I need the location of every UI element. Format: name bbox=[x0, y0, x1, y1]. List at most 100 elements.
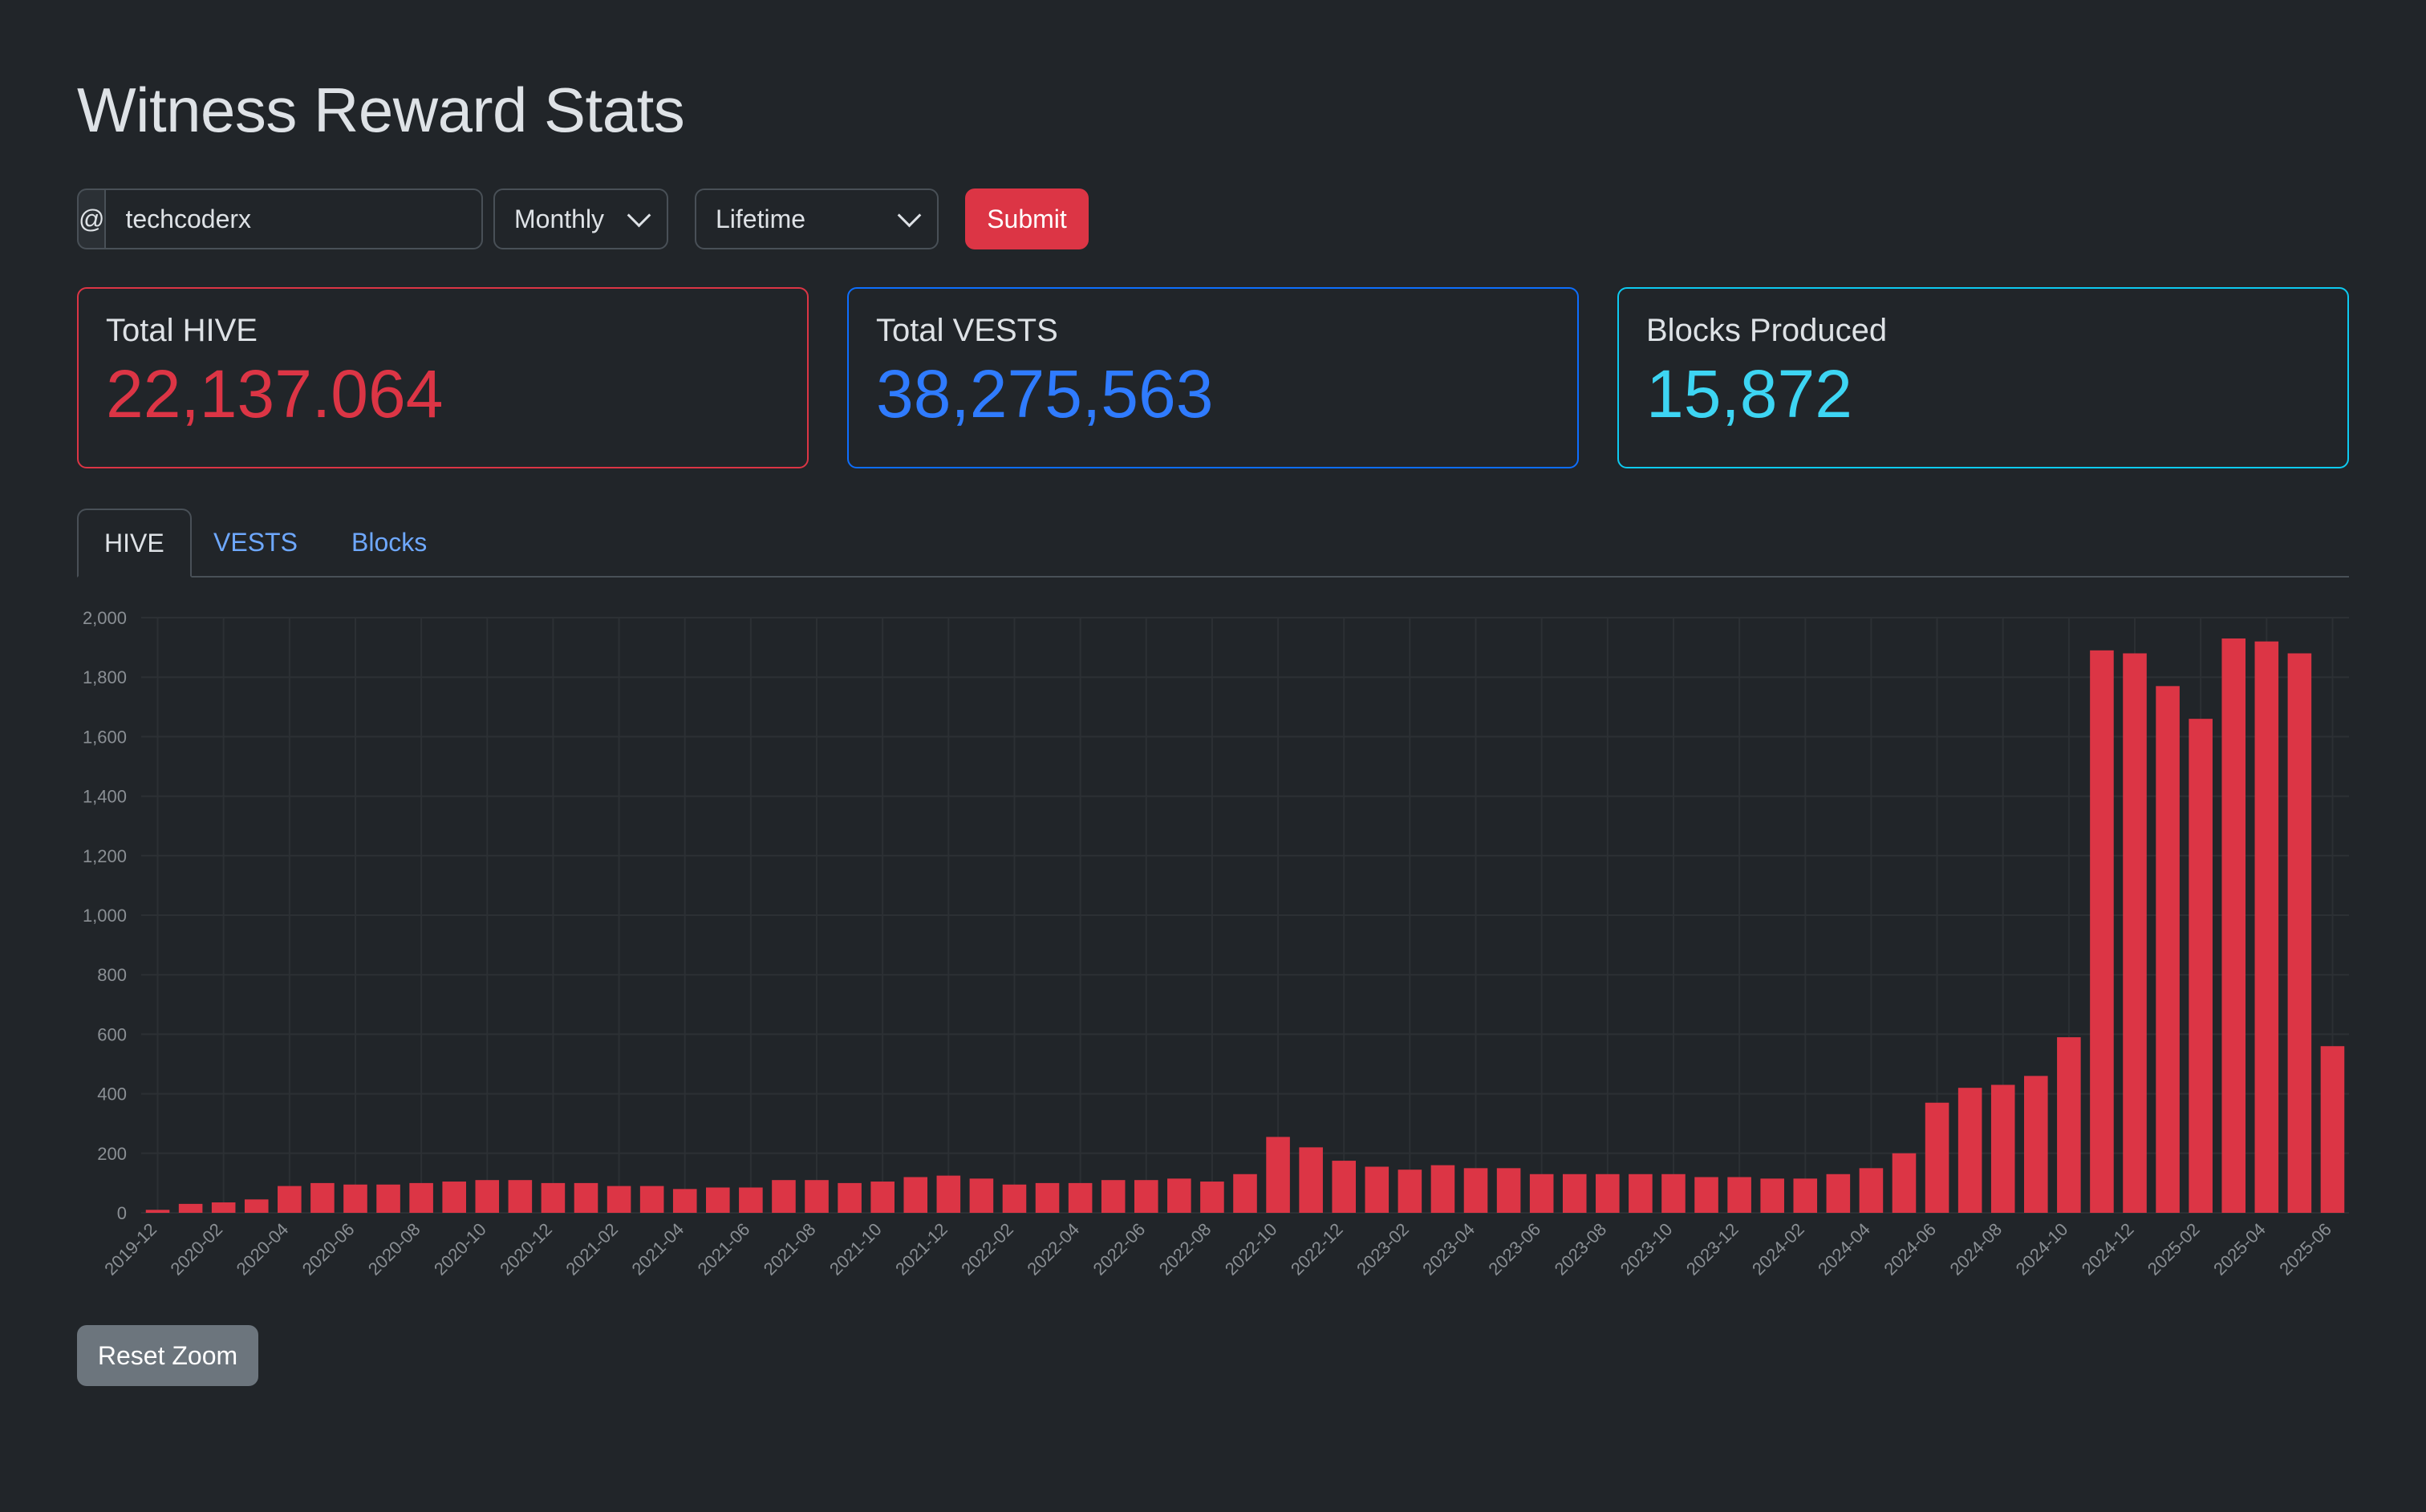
bar-2020-06[interactable] bbox=[343, 1184, 367, 1213]
x-tick-label: 2021-10 bbox=[826, 1219, 886, 1279]
bar-2024-02[interactable] bbox=[1793, 1178, 1818, 1213]
bar-2023-01[interactable] bbox=[1365, 1166, 1389, 1213]
x-tick-label: 2021-12 bbox=[891, 1219, 951, 1279]
bar-2021-01[interactable] bbox=[574, 1182, 598, 1213]
bar-2022-06[interactable] bbox=[1134, 1180, 1158, 1213]
bar-2023-05[interactable] bbox=[1496, 1168, 1521, 1213]
x-tick-label: 2022-02 bbox=[957, 1219, 1017, 1279]
bar-2025-06[interactable] bbox=[2320, 1046, 2345, 1213]
bar-2021-08[interactable] bbox=[805, 1180, 829, 1213]
x-tick-label: 2025-04 bbox=[2209, 1219, 2270, 1279]
bar-2020-02[interactable] bbox=[211, 1202, 236, 1213]
x-tick-label: 2023-12 bbox=[1682, 1219, 1742, 1279]
y-tick-label: 1,600 bbox=[83, 727, 127, 747]
range-select[interactable]: Lifetime bbox=[695, 188, 939, 249]
x-tick-label: 2024-10 bbox=[2012, 1219, 2072, 1279]
period-select[interactable]: Monthly bbox=[493, 188, 668, 249]
bar-2024-12[interactable] bbox=[2123, 653, 2147, 1213]
bar-2020-03[interactable] bbox=[244, 1199, 269, 1213]
hive-rewards-chart[interactable]: 0 200 400 600 800 1,000 1,200 1,400 1,600 1,800 2,… bbox=[77, 594, 2355, 1307]
bar-2024-06[interactable] bbox=[1925, 1102, 1949, 1213]
x-tick-label: 2021-04 bbox=[627, 1219, 688, 1279]
x-tick-label: 2024-02 bbox=[1748, 1219, 1808, 1279]
bar-2021-12[interactable] bbox=[936, 1175, 961, 1213]
x-tick-label: 2024-06 bbox=[1880, 1219, 1940, 1279]
bar-2022-07[interactable] bbox=[1167, 1178, 1191, 1213]
bar-2024-08[interactable] bbox=[1990, 1084, 2015, 1213]
bar-2024-09[interactable] bbox=[2024, 1076, 2048, 1213]
bar-2021-02[interactable] bbox=[606, 1186, 631, 1213]
bar-2023-08[interactable] bbox=[1596, 1174, 1620, 1213]
bar-2020-10[interactable] bbox=[475, 1180, 500, 1213]
bar-2023-06[interactable] bbox=[1529, 1174, 1554, 1213]
bar-2024-07[interactable] bbox=[1957, 1088, 1982, 1213]
bar-2022-09[interactable] bbox=[1233, 1174, 1257, 1213]
reset-zoom-button[interactable]: Reset Zoom bbox=[77, 1325, 258, 1386]
bar-2021-11[interactable] bbox=[903, 1177, 928, 1213]
bar-2020-07[interactable] bbox=[376, 1184, 400, 1213]
y-tick-label: 0 bbox=[117, 1203, 127, 1223]
bar-2022-10[interactable] bbox=[1266, 1137, 1290, 1213]
bar-2023-04[interactable] bbox=[1463, 1168, 1488, 1213]
bar-2025-03[interactable] bbox=[2221, 638, 2246, 1213]
bar-chart-svg: 0 200 400 600 800 1,000 1,200 1,400 1,600 1,800 2,… bbox=[83, 608, 2349, 1279]
bar-2021-10[interactable] bbox=[870, 1182, 895, 1213]
x-tick-label: 2023-10 bbox=[1617, 1219, 1677, 1279]
bar-2022-11[interactable] bbox=[1299, 1147, 1323, 1213]
x-tick-label: 2020-06 bbox=[298, 1219, 359, 1279]
bar-2022-04[interactable] bbox=[1068, 1182, 1093, 1213]
bar-2024-11[interactable] bbox=[2090, 650, 2114, 1213]
bar-2023-03[interactable] bbox=[1430, 1165, 1455, 1213]
bar-2022-08[interactable] bbox=[1200, 1182, 1224, 1213]
bar-2020-01[interactable] bbox=[178, 1203, 203, 1213]
bar-2019-12[interactable] bbox=[145, 1210, 170, 1213]
bar-2022-01[interactable] bbox=[969, 1178, 994, 1213]
tab-blocks[interactable]: Blocks bbox=[351, 527, 428, 557]
bar-2021-09[interactable] bbox=[838, 1182, 862, 1213]
bar-2023-09[interactable] bbox=[1629, 1174, 1653, 1213]
bar-2022-05[interactable] bbox=[1101, 1180, 1126, 1213]
bar-2021-06[interactable] bbox=[739, 1187, 763, 1213]
bar-2024-01[interactable] bbox=[1760, 1178, 1784, 1213]
total-hive-value: 22,137.064 bbox=[106, 356, 444, 432]
bar-2025-05[interactable] bbox=[2287, 653, 2312, 1213]
bar-2023-07[interactable] bbox=[1562, 1174, 1587, 1213]
bar-2022-03[interactable] bbox=[1035, 1182, 1060, 1213]
bar-2024-03[interactable] bbox=[1826, 1174, 1851, 1213]
bar-2024-04[interactable] bbox=[1859, 1168, 1884, 1213]
bar-2021-07[interactable] bbox=[772, 1180, 796, 1213]
bar-2023-11[interactable] bbox=[1694, 1177, 1718, 1213]
x-tick-label: 2022-10 bbox=[1221, 1219, 1281, 1279]
username-input[interactable] bbox=[104, 188, 484, 249]
total-vests-card: Total VESTS 38,275,563 bbox=[847, 287, 1579, 468]
bar-2023-12[interactable] bbox=[1727, 1177, 1751, 1213]
bar-2020-09[interactable] bbox=[442, 1182, 466, 1213]
bar-2020-04[interactable] bbox=[278, 1186, 302, 1213]
bar-2023-10[interactable] bbox=[1661, 1174, 1686, 1213]
bar-2022-02[interactable] bbox=[1002, 1184, 1027, 1213]
bar-2020-11[interactable] bbox=[508, 1180, 533, 1213]
chart-tabs: HIVE VESTS Blocks bbox=[77, 509, 2349, 578]
bar-2021-03[interactable] bbox=[639, 1186, 664, 1213]
bar-2025-02[interactable] bbox=[2189, 719, 2213, 1213]
bar-2025-01[interactable] bbox=[2156, 686, 2180, 1213]
bar-2024-05[interactable] bbox=[1892, 1153, 1917, 1213]
submit-button[interactable]: Submit bbox=[965, 188, 1089, 249]
bar-2023-02[interactable] bbox=[1398, 1169, 1422, 1213]
x-tick-label: 2023-02 bbox=[1353, 1219, 1413, 1279]
bar-2020-08[interactable] bbox=[409, 1182, 433, 1213]
bar-2021-04[interactable] bbox=[672, 1189, 697, 1213]
y-tick-label: 800 bbox=[97, 965, 127, 985]
bar-2021-05[interactable] bbox=[706, 1187, 730, 1213]
total-vests-value: 38,275,563 bbox=[876, 356, 1214, 432]
bar-2024-10[interactable] bbox=[2057, 1037, 2081, 1213]
tab-hive[interactable]: HIVE bbox=[77, 509, 192, 578]
bar-2025-04[interactable] bbox=[2254, 641, 2279, 1213]
x-tick-label: 2019-12 bbox=[100, 1219, 160, 1279]
tab-vests[interactable]: VESTS bbox=[213, 527, 298, 557]
bar-2020-12[interactable] bbox=[541, 1182, 566, 1213]
range-select-value: Lifetime bbox=[716, 204, 806, 233]
bar-2020-05[interactable] bbox=[310, 1182, 335, 1213]
y-tick-label: 1,400 bbox=[83, 787, 127, 807]
bar-2022-12[interactable] bbox=[1332, 1161, 1357, 1213]
